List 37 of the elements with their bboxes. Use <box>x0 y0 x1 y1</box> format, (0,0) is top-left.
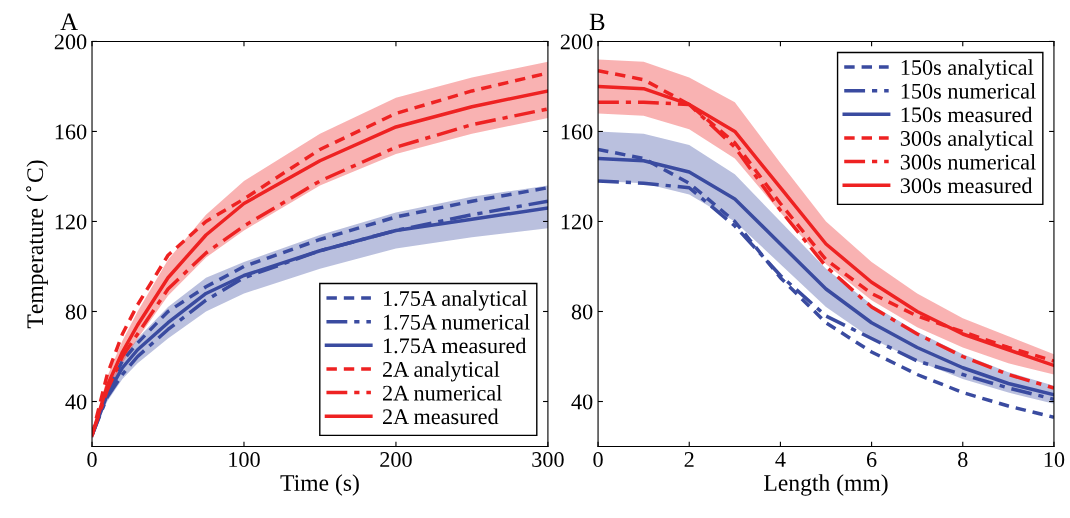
x-axis-title: Length (mm) <box>764 474 888 496</box>
legend-label: 2A measured <box>382 408 499 425</box>
y-tick-label: 40 <box>571 394 593 410</box>
y-tick-label: 120 <box>561 214 593 230</box>
legend-label: 300s numerical <box>900 153 1036 170</box>
legend-label: 300s measured <box>900 177 1033 194</box>
y-tick-label: 80 <box>571 304 593 320</box>
legend-label: 1.75A numerical <box>383 314 530 330</box>
chart-title: B <box>589 13 605 31</box>
legend-label: 1.75A analytical <box>383 290 528 311</box>
y-axis-title: Temperature ($^{∘}$C) <box>26 160 48 329</box>
legend-label: 150s analytical <box>901 59 1034 80</box>
legend-label: 2A numerical <box>382 384 502 401</box>
legend-label: 150s numerical <box>901 83 1036 99</box>
y-tick-label: 200 <box>54 34 87 50</box>
chart-title: A <box>60 13 78 31</box>
y-tick-label: 40 <box>65 394 87 410</box>
x-tick-label: 0 <box>593 452 603 468</box>
y-tick-label: 160 <box>55 124 87 140</box>
legend-label: 2A analytical <box>382 361 500 382</box>
y-tick-label: 200 <box>560 34 593 50</box>
x-tick-label: 10 <box>1044 452 1065 468</box>
y-tick-label: 160 <box>561 124 593 140</box>
legend-label: 1.75A measured <box>383 337 527 354</box>
x-tick-label: 4 <box>775 452 786 467</box>
x-tick-label: 6 <box>866 452 877 468</box>
legend-label: 150s measured <box>901 106 1033 123</box>
y-tick-label: 80 <box>65 304 87 320</box>
legend-label: 300s analytical <box>900 130 1034 151</box>
x-axis-title: Time (s) <box>280 474 359 496</box>
x-tick-label: 2 <box>684 452 694 467</box>
x-tick-label: 300 <box>532 452 564 468</box>
x-tick-label: 200 <box>380 452 412 468</box>
y-tick-label: 120 <box>55 214 87 230</box>
x-tick-label: 8 <box>958 452 968 468</box>
x-tick-label: 100 <box>229 452 260 468</box>
x-tick-label: 0 <box>87 452 97 468</box>
